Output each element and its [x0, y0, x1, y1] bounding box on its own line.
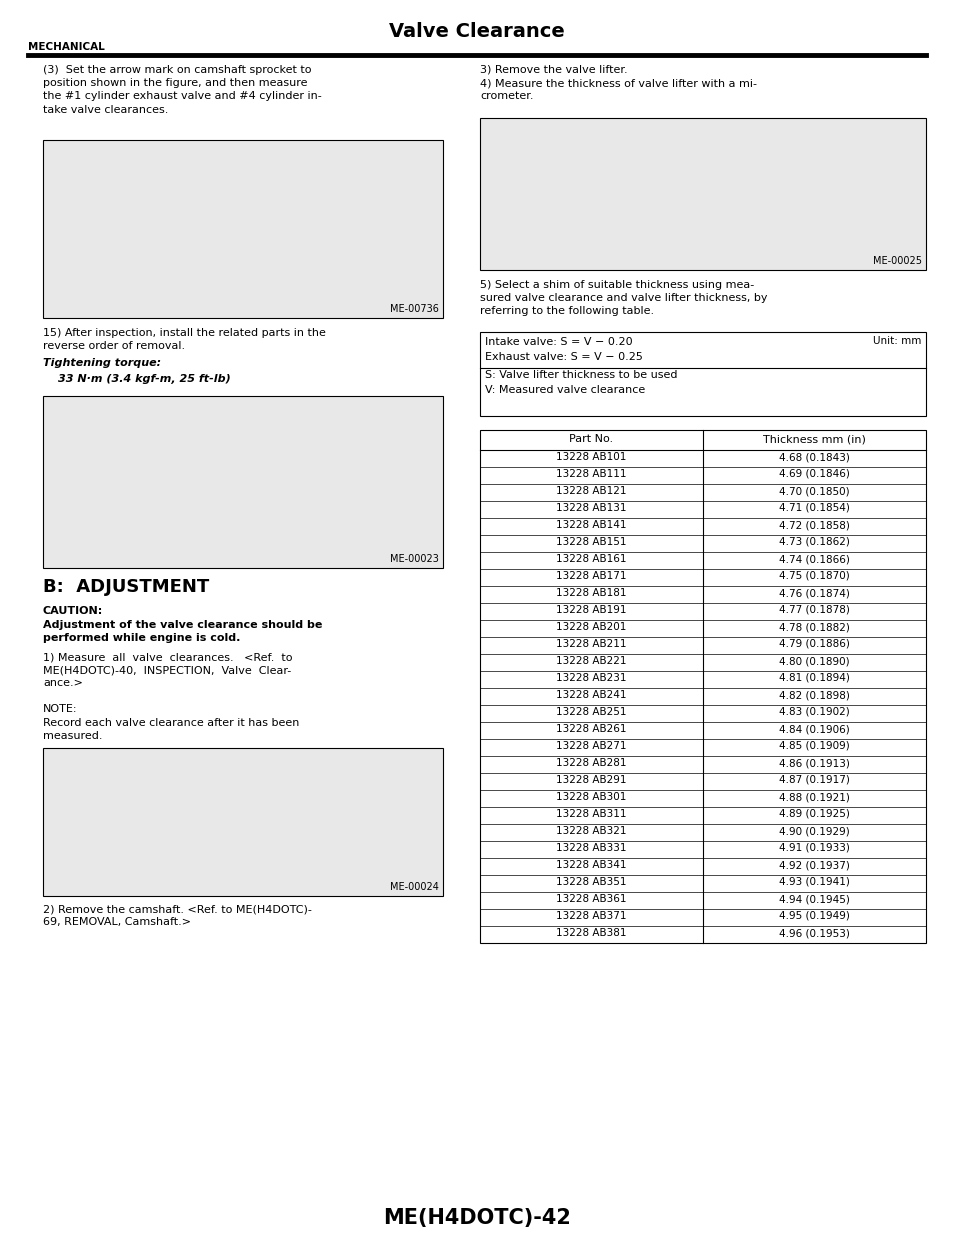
- Text: 13228 AB251: 13228 AB251: [556, 706, 626, 718]
- Text: 4.85 (0.1909): 4.85 (0.1909): [779, 741, 849, 751]
- Text: 4.71 (0.1854): 4.71 (0.1854): [779, 503, 849, 513]
- Text: 4.77 (0.1878): 4.77 (0.1878): [779, 605, 849, 615]
- Text: 4.90 (0.1929): 4.90 (0.1929): [779, 826, 849, 836]
- Text: Unit: mm: Unit: mm: [872, 336, 920, 346]
- Text: Intake valve: S = V − 0.20: Intake valve: S = V − 0.20: [484, 337, 632, 347]
- Text: 13228 AB161: 13228 AB161: [556, 555, 626, 564]
- Text: 13228 AB201: 13228 AB201: [556, 622, 626, 632]
- Text: 4.93 (0.1941): 4.93 (0.1941): [779, 877, 849, 887]
- Text: 13228 AB301: 13228 AB301: [556, 792, 626, 802]
- Bar: [479, 430, 925, 944]
- Text: ME(H4DOTC)-42: ME(H4DOTC)-42: [383, 1208, 570, 1228]
- Bar: [43, 748, 442, 897]
- Text: 2) Remove the camshaft. <Ref. to ME(H4DOTC)-
69, REMOVAL, Camshaft.>: 2) Remove the camshaft. <Ref. to ME(H4DO…: [43, 904, 312, 927]
- Text: 4.81 (0.1894): 4.81 (0.1894): [779, 673, 849, 683]
- Text: Adjustment of the valve clearance should be
performed while engine is cold.: Adjustment of the valve clearance should…: [43, 620, 322, 643]
- Text: 4.69 (0.1846): 4.69 (0.1846): [779, 469, 849, 479]
- Text: 33 N·m (3.4 kgf-m, 25 ft-lb): 33 N·m (3.4 kgf-m, 25 ft-lb): [58, 374, 231, 384]
- Text: 13228 AB111: 13228 AB111: [556, 469, 626, 479]
- Text: 13228 AB291: 13228 AB291: [556, 776, 626, 785]
- Text: 4.68 (0.1843): 4.68 (0.1843): [779, 452, 849, 462]
- Text: Tightening torque:: Tightening torque:: [43, 358, 161, 368]
- Text: 13228 AB151: 13228 AB151: [556, 537, 626, 547]
- Text: 13228 AB311: 13228 AB311: [556, 809, 626, 819]
- Text: 13228 AB191: 13228 AB191: [556, 605, 626, 615]
- Text: Exhaust valve: S = V − 0.25: Exhaust valve: S = V − 0.25: [484, 352, 642, 362]
- Text: 13228 AB351: 13228 AB351: [556, 877, 626, 887]
- Text: MECHANICAL: MECHANICAL: [28, 42, 105, 52]
- Text: Valve Clearance: Valve Clearance: [389, 22, 564, 41]
- Text: 4.88 (0.1921): 4.88 (0.1921): [779, 792, 849, 802]
- Text: 4.79 (0.1886): 4.79 (0.1886): [779, 638, 849, 650]
- Text: 4.92 (0.1937): 4.92 (0.1937): [779, 860, 849, 869]
- Text: V: Measured valve clearance: V: Measured valve clearance: [484, 385, 644, 395]
- Text: 4.86 (0.1913): 4.86 (0.1913): [779, 758, 849, 768]
- Text: Record each valve clearance after it has been
measured.: Record each valve clearance after it has…: [43, 718, 299, 741]
- Text: 13228 AB231: 13228 AB231: [556, 673, 626, 683]
- Text: 15) After inspection, install the related parts in the
reverse order of removal.: 15) After inspection, install the relate…: [43, 329, 326, 351]
- Text: 4.76 (0.1874): 4.76 (0.1874): [779, 588, 849, 598]
- Text: CAUTION:: CAUTION:: [43, 606, 103, 616]
- Text: 4.94 (0.1945): 4.94 (0.1945): [779, 894, 849, 904]
- Text: Part No.: Part No.: [569, 433, 613, 445]
- Text: 13228 AB381: 13228 AB381: [556, 927, 626, 939]
- Text: 4.96 (0.1953): 4.96 (0.1953): [779, 927, 849, 939]
- Text: 13228 AB361: 13228 AB361: [556, 894, 626, 904]
- Text: 4.87 (0.1917): 4.87 (0.1917): [779, 776, 849, 785]
- Text: 4.80 (0.1890): 4.80 (0.1890): [779, 656, 849, 666]
- Text: 13228 AB181: 13228 AB181: [556, 588, 626, 598]
- Text: 13228 AB121: 13228 AB121: [556, 487, 626, 496]
- Text: 4.70 (0.1850): 4.70 (0.1850): [779, 487, 849, 496]
- Text: 13228 AB101: 13228 AB101: [556, 452, 626, 462]
- Text: ME-00024: ME-00024: [390, 882, 438, 892]
- Text: 13228 AB141: 13228 AB141: [556, 520, 626, 530]
- Bar: [479, 332, 925, 416]
- Text: ME-00736: ME-00736: [390, 304, 438, 314]
- Text: 13228 AB171: 13228 AB171: [556, 571, 626, 580]
- Text: 13228 AB211: 13228 AB211: [556, 638, 626, 650]
- Bar: [43, 140, 442, 317]
- Bar: [43, 396, 442, 568]
- Text: 4.83 (0.1902): 4.83 (0.1902): [779, 706, 849, 718]
- Text: (3)  Set the arrow mark on camshaft sprocket to
position shown in the figure, an: (3) Set the arrow mark on camshaft sproc…: [43, 65, 321, 115]
- Text: 13228 AB261: 13228 AB261: [556, 724, 626, 734]
- Text: 4.82 (0.1898): 4.82 (0.1898): [779, 690, 849, 700]
- Text: 13228 AB241: 13228 AB241: [556, 690, 626, 700]
- Text: 13228 AB321: 13228 AB321: [556, 826, 626, 836]
- Text: 13228 AB371: 13228 AB371: [556, 911, 626, 921]
- Text: 5) Select a shim of suitable thickness using mea-
sured valve clearance and valv: 5) Select a shim of suitable thickness u…: [479, 280, 767, 316]
- Text: 4.89 (0.1925): 4.89 (0.1925): [779, 809, 849, 819]
- Text: B:  ADJUSTMENT: B: ADJUSTMENT: [43, 578, 209, 597]
- Text: 4.74 (0.1866): 4.74 (0.1866): [779, 555, 849, 564]
- Text: ME-00023: ME-00023: [390, 555, 438, 564]
- Text: Thickness mm (in): Thickness mm (in): [762, 433, 865, 445]
- Text: NOTE:: NOTE:: [43, 704, 77, 714]
- Text: 13228 AB271: 13228 AB271: [556, 741, 626, 751]
- Text: 4.75 (0.1870): 4.75 (0.1870): [779, 571, 849, 580]
- Text: 13228 AB221: 13228 AB221: [556, 656, 626, 666]
- Text: 4.78 (0.1882): 4.78 (0.1882): [779, 622, 849, 632]
- Text: 1) Measure  all  valve  clearances.   <Ref.  to
ME(H4DOTC)-40,  INSPECTION,  Val: 1) Measure all valve clearances. <Ref. t…: [43, 652, 293, 688]
- Text: 4.91 (0.1933): 4.91 (0.1933): [779, 844, 849, 853]
- Text: ME-00025: ME-00025: [872, 256, 921, 266]
- Text: 4.72 (0.1858): 4.72 (0.1858): [779, 520, 849, 530]
- Text: 13228 AB131: 13228 AB131: [556, 503, 626, 513]
- Text: 4.73 (0.1862): 4.73 (0.1862): [779, 537, 849, 547]
- Text: 13228 AB341: 13228 AB341: [556, 860, 626, 869]
- Bar: [479, 119, 925, 270]
- Text: 3) Remove the valve lifter.
4) Measure the thickness of valve lifter with a mi-
: 3) Remove the valve lifter. 4) Measure t…: [479, 65, 757, 101]
- Text: 13228 AB281: 13228 AB281: [556, 758, 626, 768]
- Text: 13228 AB331: 13228 AB331: [556, 844, 626, 853]
- Text: 4.95 (0.1949): 4.95 (0.1949): [779, 911, 849, 921]
- Text: S: Valve lifter thickness to be used: S: Valve lifter thickness to be used: [484, 370, 677, 380]
- Text: 4.84 (0.1906): 4.84 (0.1906): [779, 724, 849, 734]
